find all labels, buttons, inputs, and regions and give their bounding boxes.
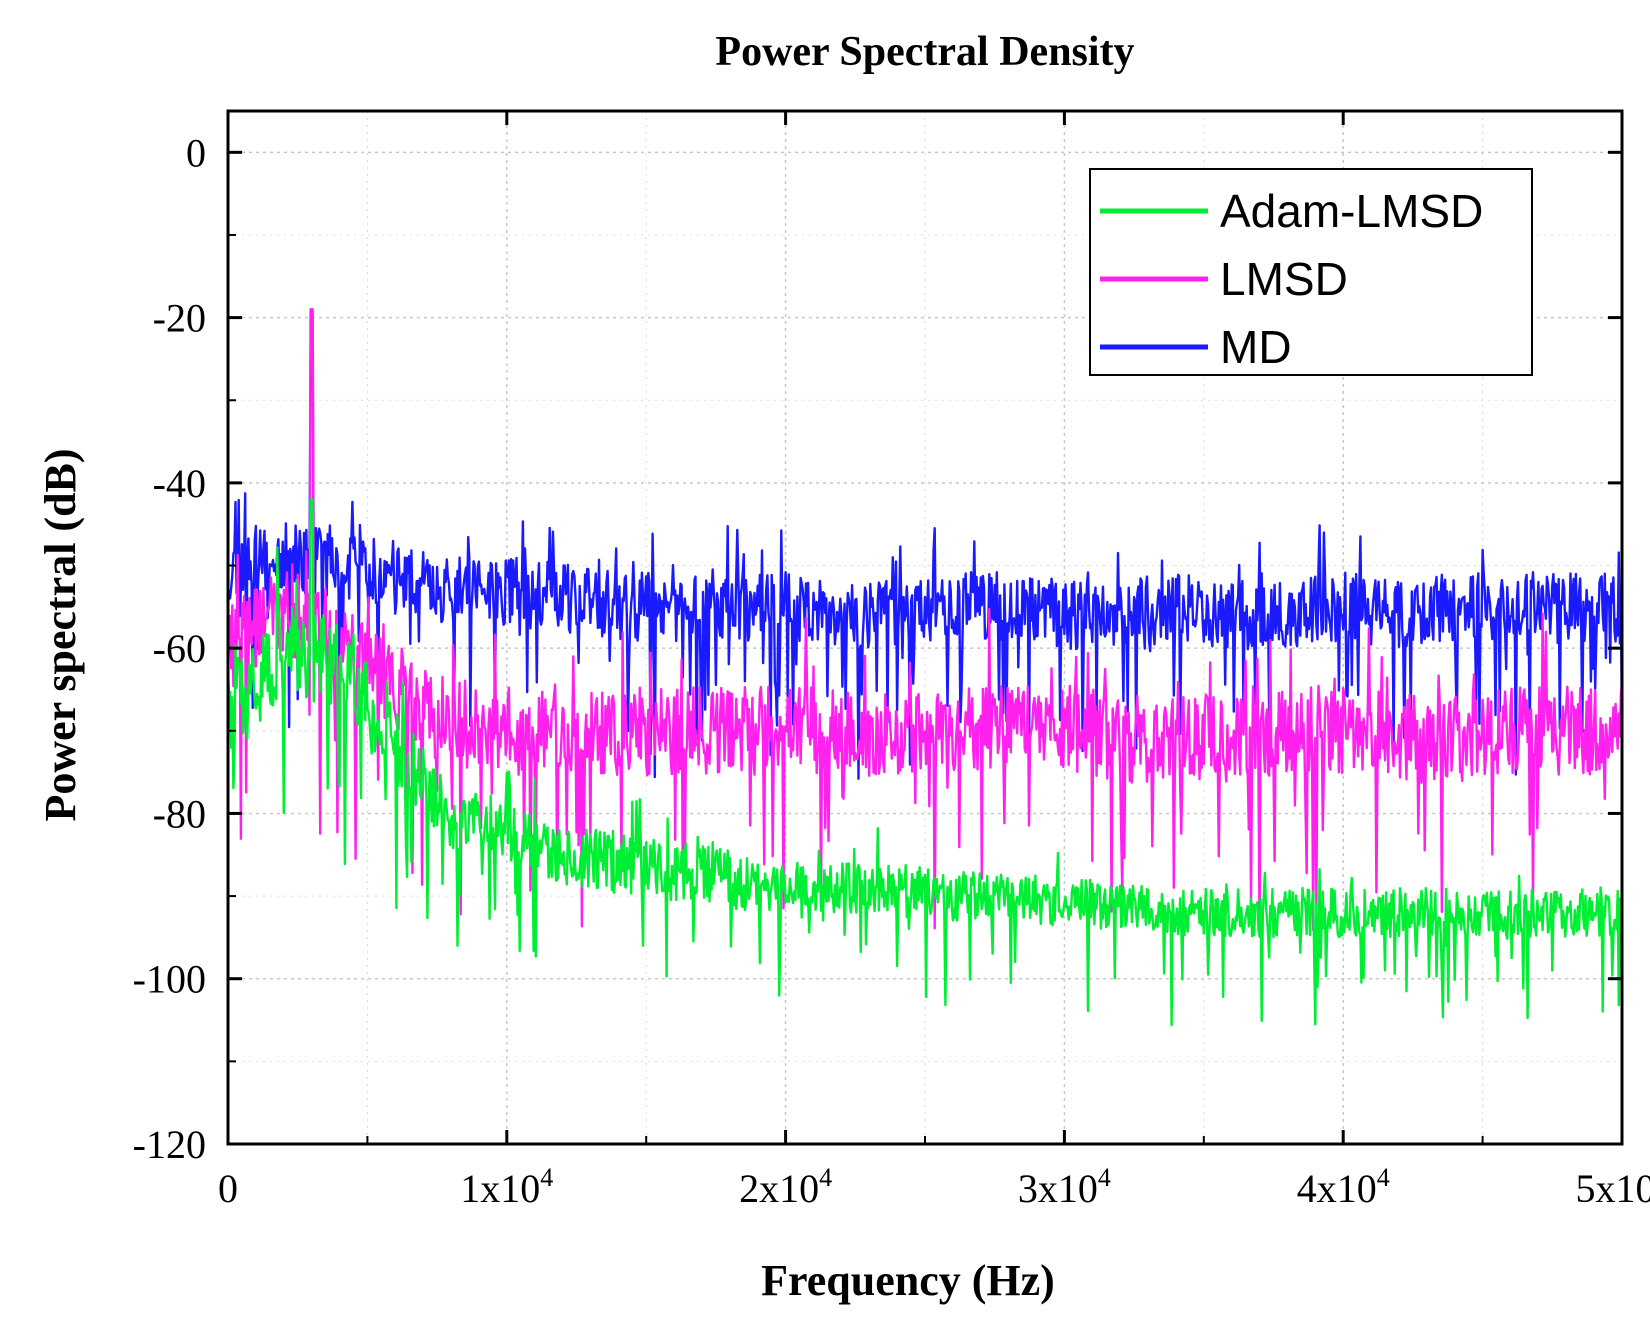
y-tick-label: -20 bbox=[153, 296, 206, 341]
y-tick-label: 0 bbox=[186, 130, 206, 175]
legend: Adam-LMSD LMSD MD bbox=[1089, 168, 1533, 376]
legend-label-lmsd: LMSD bbox=[1220, 253, 1348, 305]
x-tick-label: 0 bbox=[218, 1166, 238, 1211]
y-tick-label: -40 bbox=[153, 461, 206, 506]
x-tick-label: 5x104 bbox=[1576, 1163, 1650, 1211]
y-tick-label: -60 bbox=[153, 626, 206, 671]
y-tick-label: -80 bbox=[153, 791, 206, 836]
series-line-md bbox=[226, 349, 1624, 780]
x-tick-label: 3x104 bbox=[1018, 1163, 1111, 1211]
y-axis-label: Power spectral (dB) bbox=[36, 448, 85, 821]
x-axis-label: Frequency (Hz) bbox=[761, 1256, 1055, 1305]
legend-label-md: MD bbox=[1220, 321, 1292, 373]
ticks: 0 1x104 2x104 3x104 4x104 5x104 0 -20 -40 -60 -80 -… bbox=[133, 111, 1650, 1211]
y-tick-label: -100 bbox=[133, 957, 206, 1002]
legend-box bbox=[1089, 168, 1533, 376]
x-tick-label: 1x104 bbox=[460, 1163, 553, 1211]
legend-label-adam-lmsd: Adam-LMSD bbox=[1220, 185, 1483, 237]
chart-title: Power Spectral Density bbox=[715, 29, 1134, 75]
series-line-adam-lmsd bbox=[226, 498, 1624, 1027]
x-tick-label: 4x104 bbox=[1297, 1163, 1390, 1211]
series-group bbox=[226, 308, 1624, 1027]
x-tick-label: 2x104 bbox=[739, 1163, 832, 1211]
y-tick-label: -120 bbox=[133, 1122, 206, 1167]
